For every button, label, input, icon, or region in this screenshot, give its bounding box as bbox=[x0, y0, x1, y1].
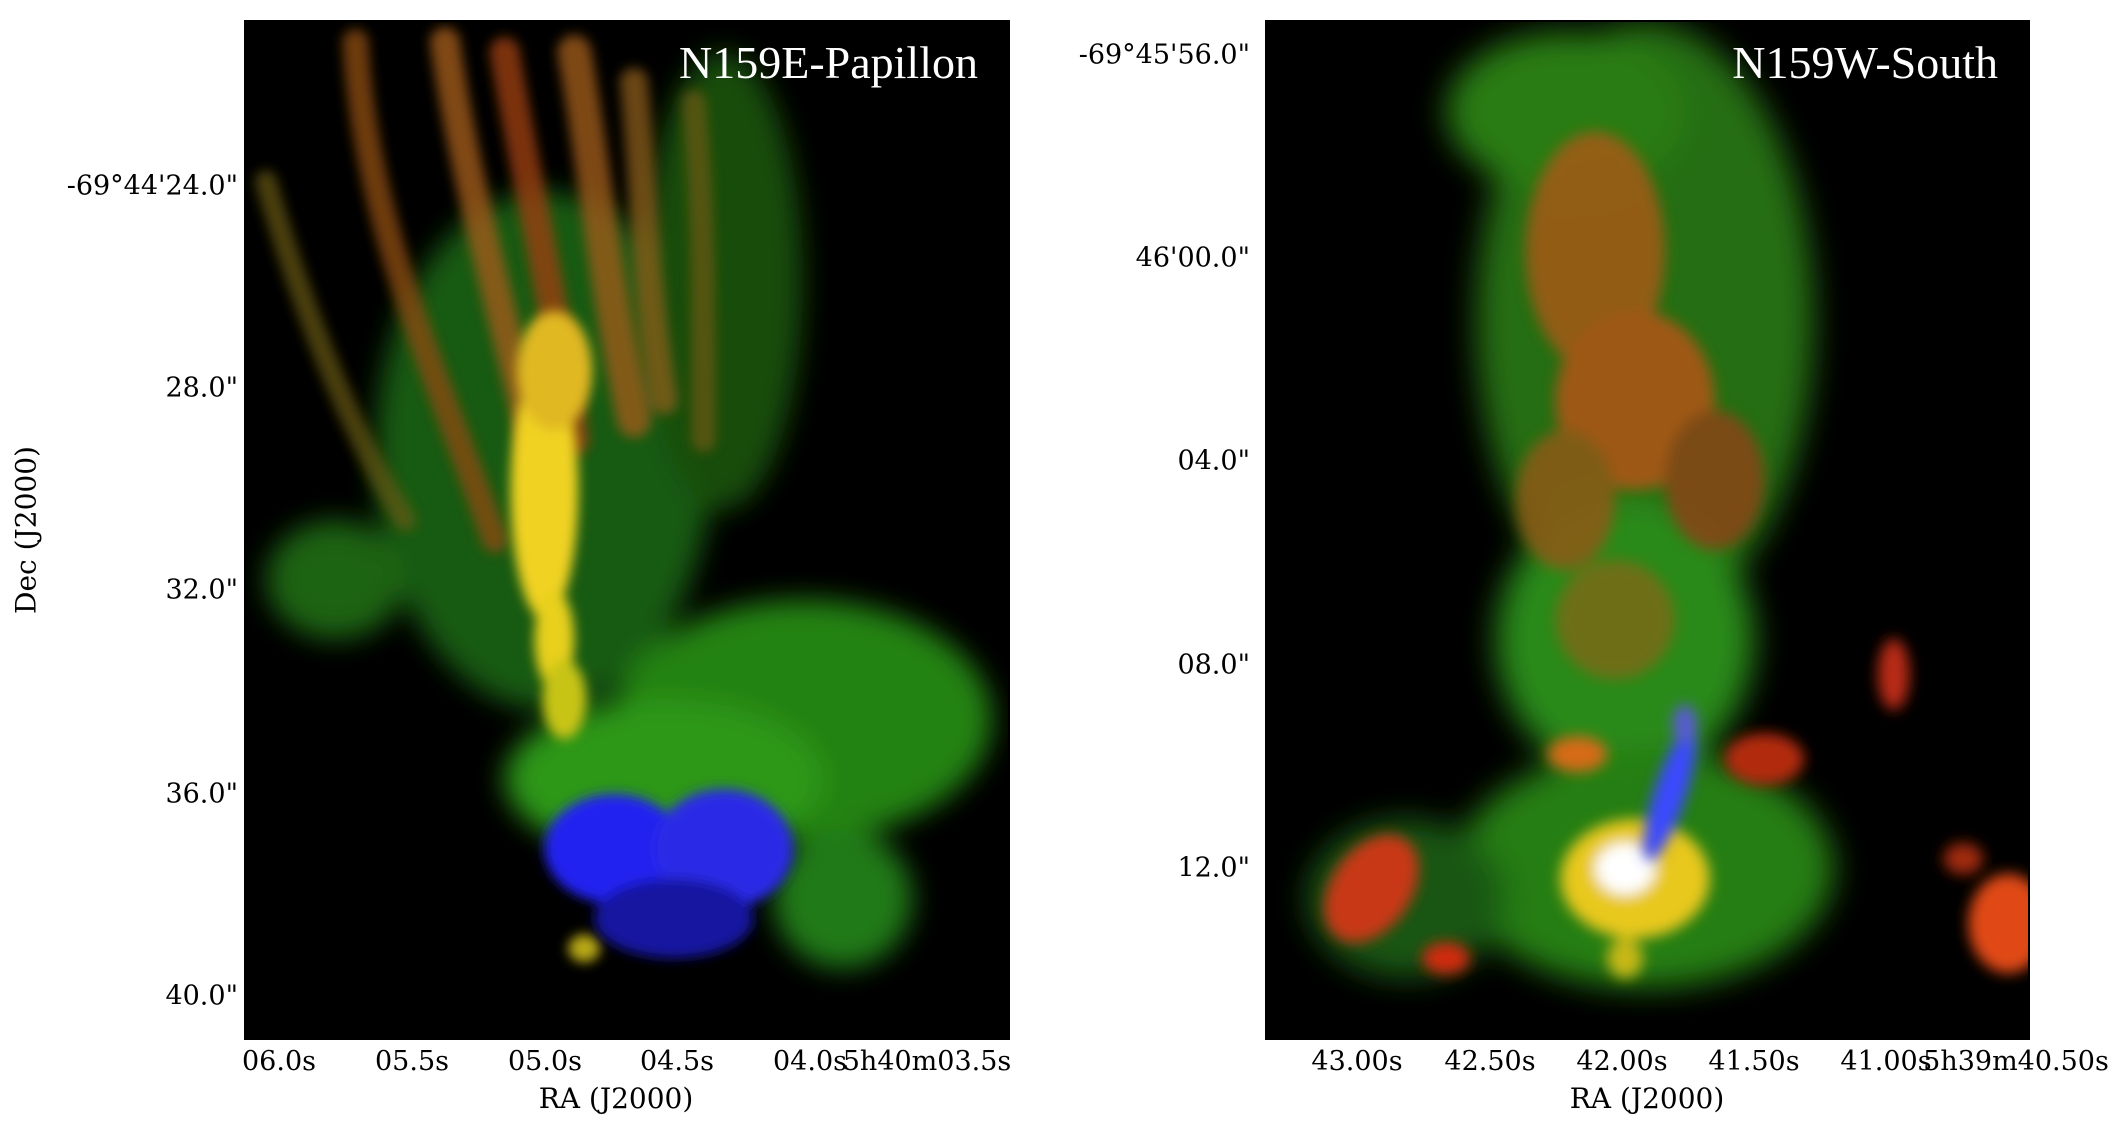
xtick-label: 06.0s bbox=[242, 1046, 316, 1077]
panel-title: N159E-Papillon bbox=[679, 37, 978, 88]
panel-n159w-south-image: N159W-South bbox=[1265, 20, 2030, 1040]
panel-title: N159W-South bbox=[1732, 37, 1998, 88]
xtick-label: 05.5s bbox=[375, 1046, 449, 1077]
ytick-label: 08.0" bbox=[1177, 649, 1250, 681]
xtick-label: 43.00s bbox=[1311, 1046, 1403, 1077]
ytick-label: 32.0" bbox=[165, 574, 238, 606]
x-axis-label: RA (J2000) bbox=[538, 1082, 694, 1115]
ytick-label: 28.0" bbox=[165, 372, 238, 404]
n159e-false-color-image bbox=[246, 22, 1008, 1038]
xtick-label: 41.50s bbox=[1708, 1046, 1800, 1077]
ytick-label: 46'00.0" bbox=[1135, 242, 1250, 274]
xtick-label: 05.0s bbox=[508, 1046, 582, 1077]
ytick-label: -69°45'56.0" bbox=[1078, 39, 1250, 71]
xtick-label: 41.00s bbox=[1840, 1046, 1932, 1077]
n159w-false-color-image bbox=[1267, 22, 2028, 1038]
ytick-label: 40.0" bbox=[165, 980, 238, 1012]
xtick-label: 42.00s bbox=[1576, 1046, 1668, 1077]
ytick-label: 36.0" bbox=[165, 778, 238, 810]
x-axis-label: RA (J2000) bbox=[1569, 1082, 1725, 1115]
ytick-label: -69°44'24.0" bbox=[66, 170, 238, 202]
xtick-label: 42.50s bbox=[1444, 1046, 1536, 1077]
ytick-label: 12.0" bbox=[1177, 852, 1250, 884]
xtick-label: 04.0s bbox=[773, 1046, 847, 1077]
xtick-label: 04.5s bbox=[640, 1046, 714, 1077]
xtick-label: 5h40m03.5s bbox=[842, 1046, 1012, 1077]
panel-n159e-papillon-image: N159E-Papillon bbox=[244, 20, 1010, 1040]
xtick-label: 5h39m40.50s bbox=[1923, 1046, 2109, 1077]
ytick-label: 04.0" bbox=[1177, 445, 1250, 477]
